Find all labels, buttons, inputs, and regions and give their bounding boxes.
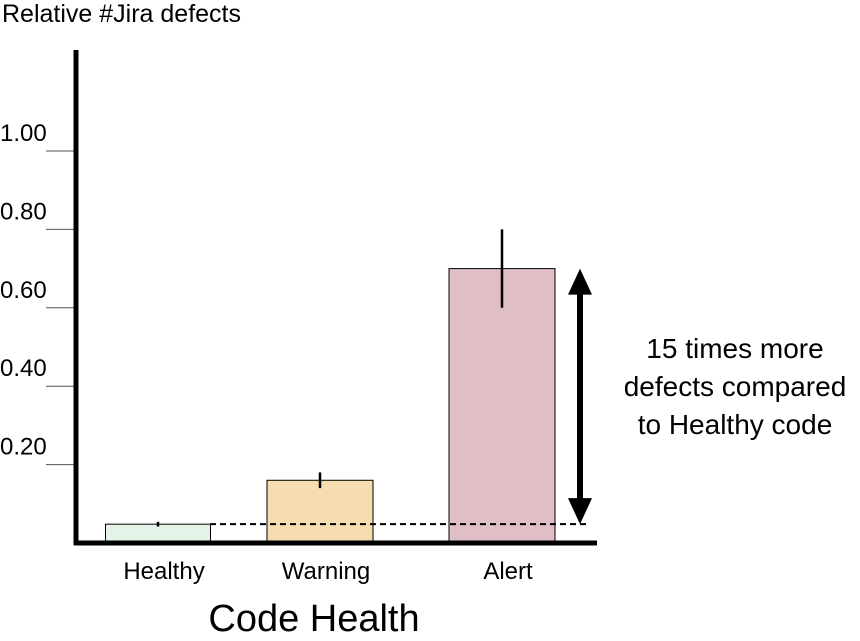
difference-arrow — [568, 268, 592, 525]
x-tick-label-healthy: Healthy — [123, 558, 204, 585]
bar-alert — [448, 268, 556, 544]
y-tick-label: 0.60 — [0, 277, 47, 304]
arrow-head-up — [568, 268, 592, 295]
annotation-line-3: to Healthy code — [637, 409, 833, 440]
arrow-head-down — [568, 498, 592, 525]
y-tick-label: 0.40 — [0, 355, 47, 382]
y-axis-title: Relative #Jira defects — [2, 0, 242, 28]
comparison-annotation: 15 times more defects compared to Health… — [605, 330, 860, 444]
annotation-line-2: defects compared — [623, 371, 847, 402]
y-tick-label: 0.80 — [0, 198, 47, 225]
bar-healthy — [105, 523, 211, 544]
x-tick-label-warning: Warning — [282, 558, 370, 585]
x-axis-title: Code Health — [208, 598, 420, 640]
y-tick-label: 1.00 — [0, 120, 47, 147]
y-tick-label: 0.20 — [0, 434, 47, 461]
x-tick-label-alert: Alert — [483, 558, 533, 585]
bar-warning — [266, 479, 374, 544]
annotation-line-1: 15 times more — [646, 333, 824, 364]
